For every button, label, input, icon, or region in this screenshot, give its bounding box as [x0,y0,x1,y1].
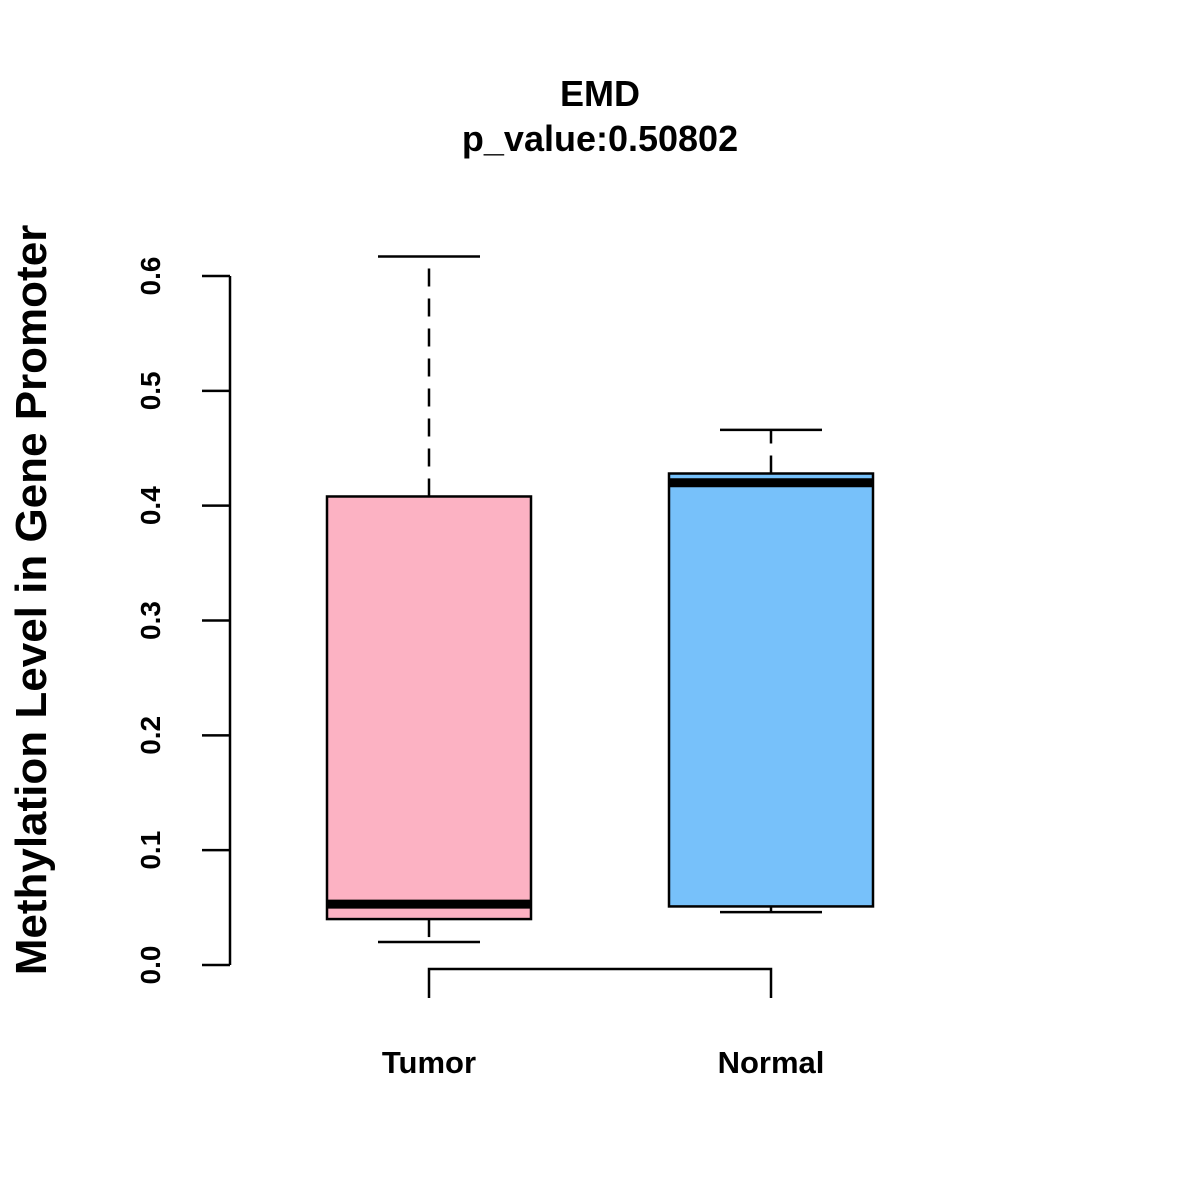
box-body [325,495,533,921]
comparison-bracket [427,967,773,998]
bracket-line [427,967,773,998]
box-body [667,472,875,908]
y-tick-label: 0.5 [135,371,166,410]
y-tick-label: 0.1 [135,831,166,870]
y-tick-label: 0.0 [135,946,166,985]
y-axis-label: Methylation Level in Gene Promoter [7,225,56,976]
chart-subtitle: p_value:0.50802 [462,118,738,159]
box-group [325,255,875,944]
box-tumor [325,255,533,944]
y-tick-label: 0.4 [135,486,166,525]
y-tick-label: 0.3 [135,601,166,640]
category-label-tumor: Tumor [382,1045,476,1080]
box-normal [667,428,875,914]
y-tick-label: 0.6 [135,257,166,296]
category-label-normal: Normal [718,1045,825,1080]
chart-title: EMD [560,73,640,114]
category-labels: Tumor Normal [382,1045,824,1080]
y-axis: 0.0 0.1 0.2 0.3 0.4 0.5 0.6 [135,257,232,985]
y-tick-label: 0.2 [135,716,166,755]
